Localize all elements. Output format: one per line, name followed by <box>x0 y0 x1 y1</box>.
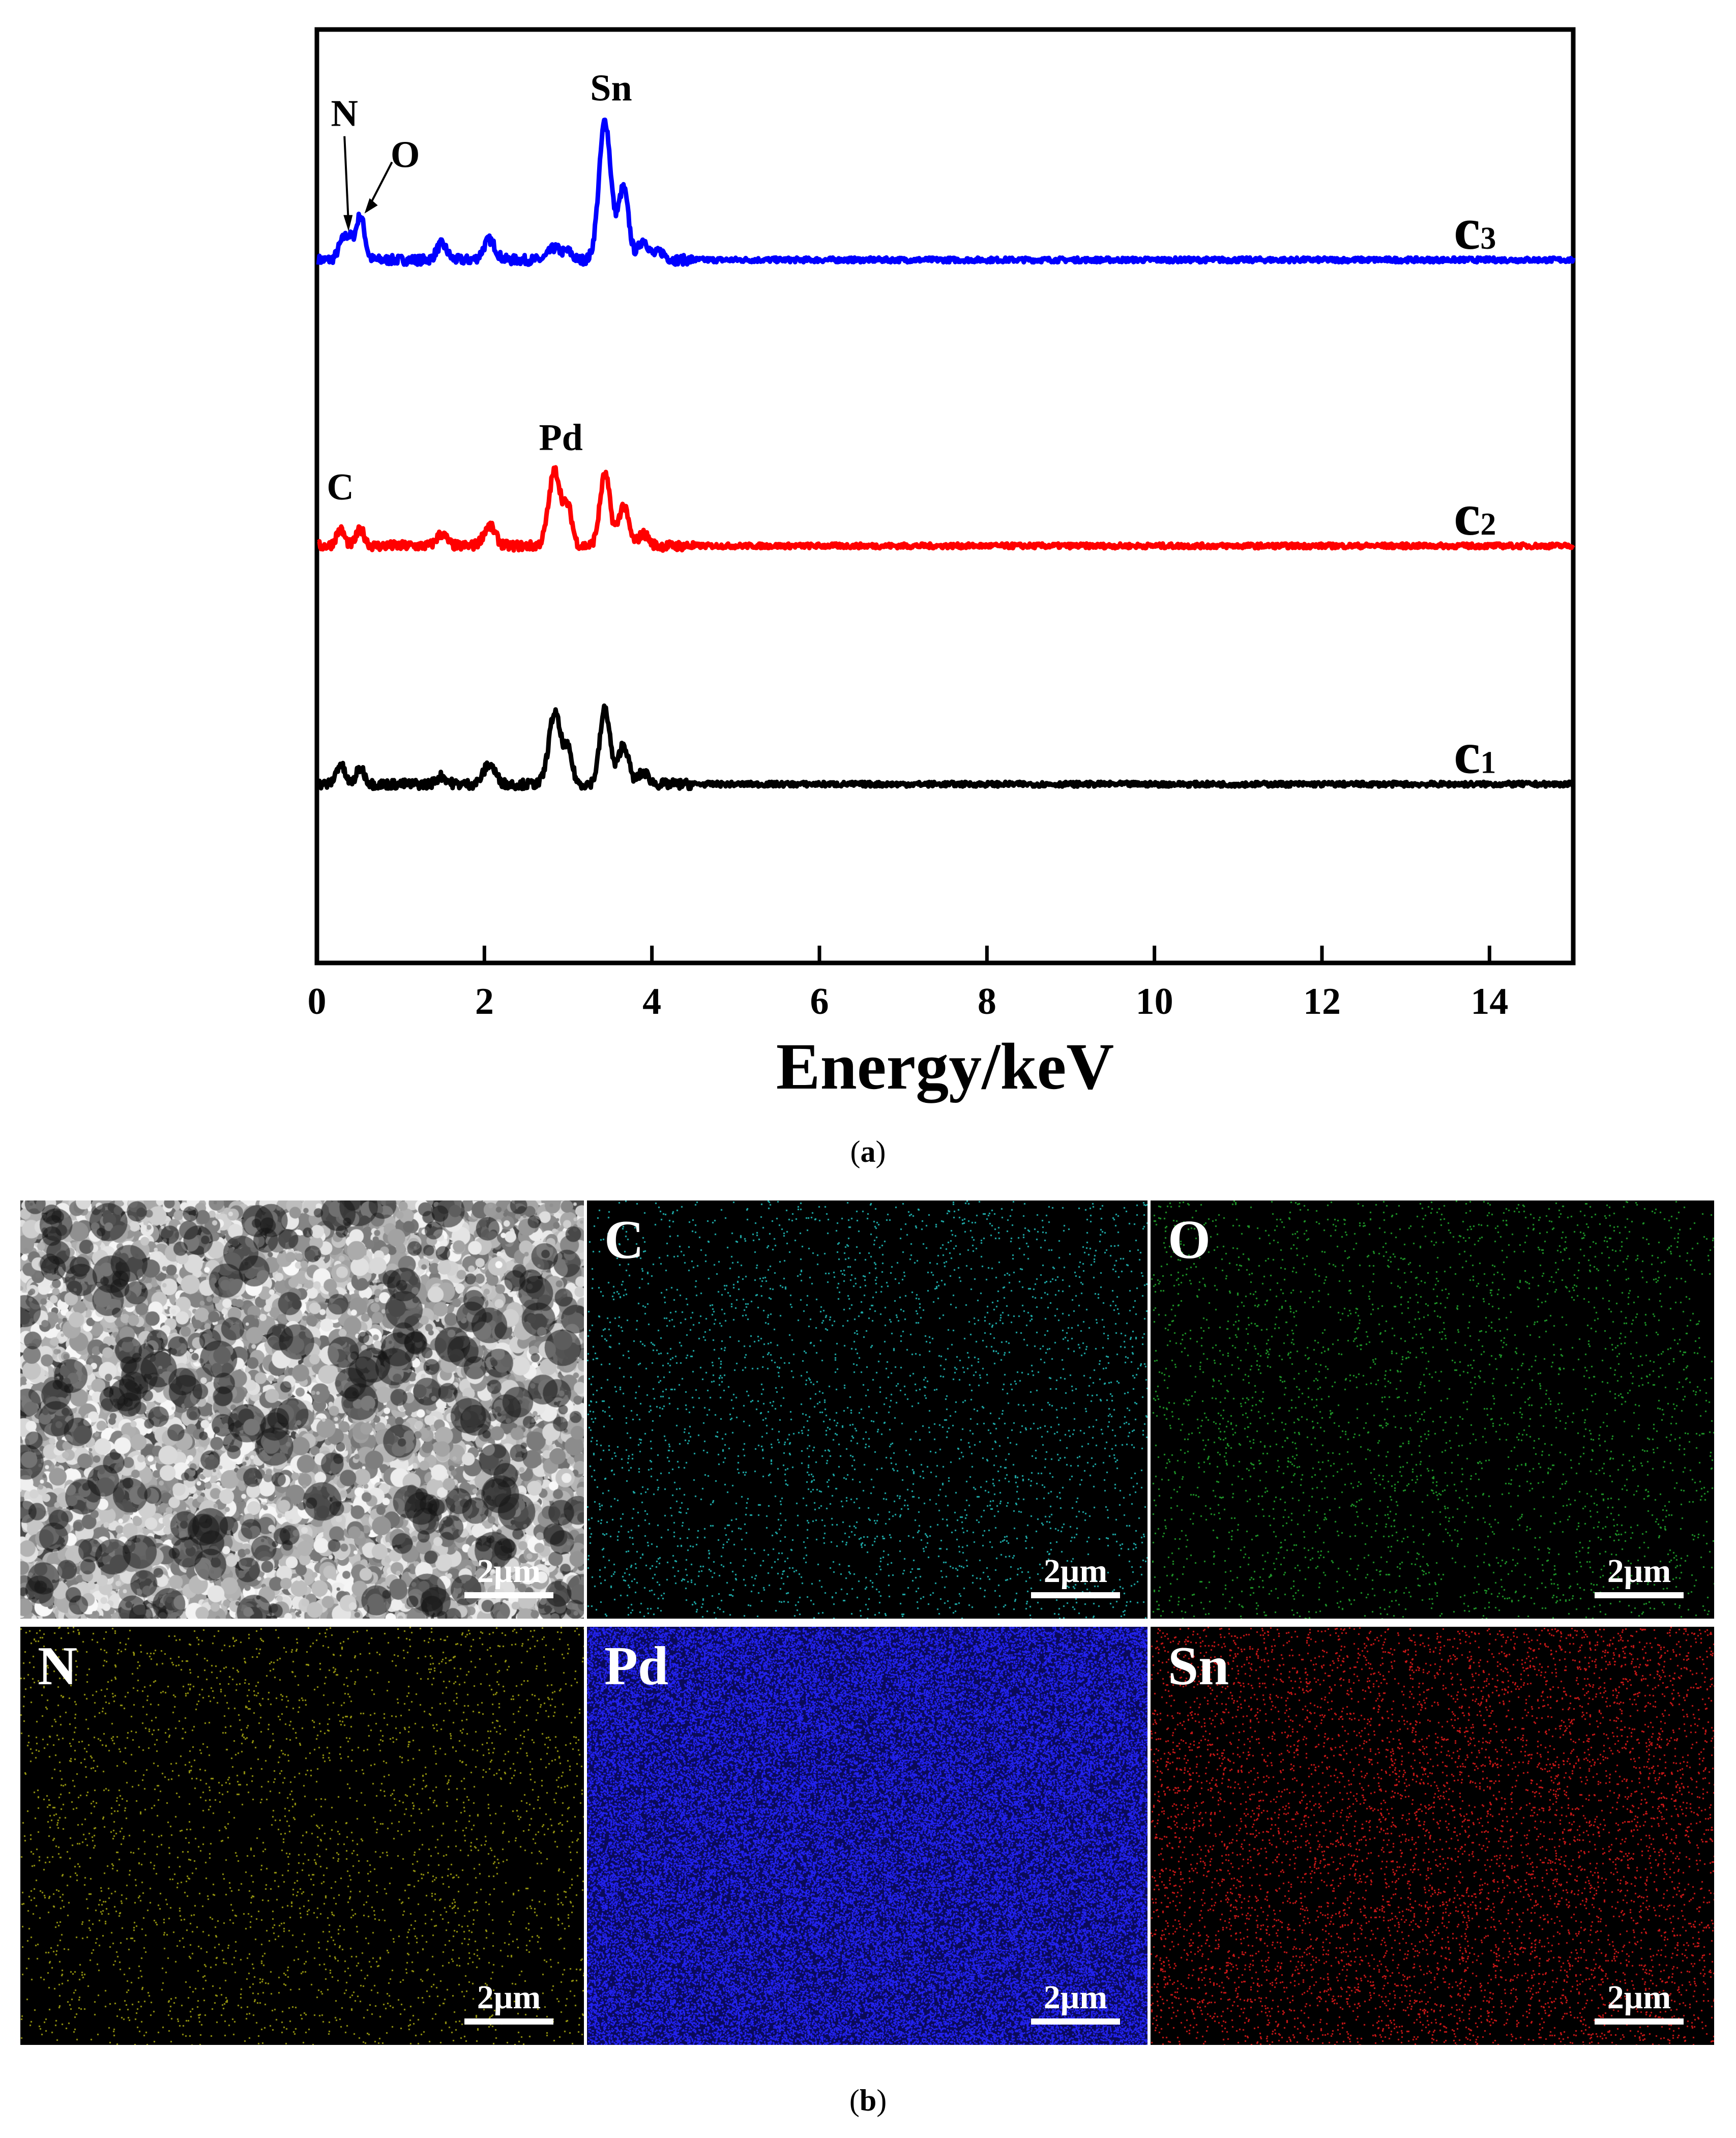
scale-bar-label: 2μm <box>1043 1553 1108 1590</box>
series-c3 <box>316 118 1576 267</box>
element-map-image <box>1151 1200 1714 1619</box>
x-tick-label: 10 <box>1136 981 1173 1022</box>
series-c1 <box>316 703 1576 792</box>
scale-bar-line <box>464 1592 553 1598</box>
plot-frame <box>314 27 1576 965</box>
annotation-arrowhead <box>364 198 378 214</box>
peak-annotations: Sn NO Pd C <box>327 67 632 508</box>
scale-bar: 2μm <box>464 1555 553 1598</box>
element-label: N <box>38 1636 77 1696</box>
annotation-o: O <box>391 134 420 176</box>
scale-bar-line <box>1595 2018 1684 2025</box>
caption-b: (b) <box>849 2084 887 2117</box>
scale-bar: 2μm <box>1595 1981 1684 2025</box>
mapping-panel-sn: Sn 2μm <box>1147 1624 1714 2045</box>
scale-bar: 2μm <box>464 1981 553 2025</box>
x-tick-label: 12 <box>1303 981 1341 1022</box>
scale-bar-label: 2μm <box>477 1553 541 1590</box>
caption-a: (a) <box>850 1135 886 1168</box>
x-axis-ticks: 0 2 4 6 8 10 12 14 <box>308 946 1508 1022</box>
scale-bar: 2μm <box>1031 1981 1120 2025</box>
x-tick-label: 14 <box>1470 981 1508 1022</box>
sem-image <box>20 1200 584 1619</box>
mapping-panel-o: O 2μm <box>1147 1200 1714 1619</box>
annotation-pd: Pd <box>539 417 582 458</box>
series-label-c2: c2 <box>1454 481 1496 548</box>
mapping-panel-n: N 2μm <box>20 1624 584 2045</box>
x-axis-title: Energy/keV <box>776 1030 1114 1103</box>
element-label: Sn <box>1168 1636 1229 1696</box>
element-map-image <box>1151 1627 1714 2045</box>
x-tick-label: 0 <box>308 981 327 1022</box>
annotation-arrowhead <box>343 215 353 231</box>
element-map-image <box>20 1627 584 2045</box>
x-tick-label: 2 <box>475 981 494 1022</box>
spectrum-series <box>316 118 1576 792</box>
scale-bar-label: 2μm <box>1607 1979 1671 2016</box>
annotation-sn: Sn <box>590 67 632 109</box>
scale-bar-label: 2μm <box>477 1979 541 2016</box>
element-map-image <box>587 1627 1151 2045</box>
element-label: C <box>604 1210 644 1270</box>
element-label: O <box>1168 1210 1211 1270</box>
mapping-panel-c: C 2μm <box>584 1200 1151 1619</box>
scale-bar-line <box>1595 1592 1684 1598</box>
scale-bar-line <box>464 2018 553 2025</box>
scale-bar-line <box>1031 2018 1120 2025</box>
series-label-c3: c3 <box>1454 195 1496 262</box>
element-label: Pd <box>604 1636 669 1696</box>
mapping-panel-sem: 2μm <box>20 1200 584 1619</box>
mapping-panel-pd: Pd 2μm <box>584 1624 1151 2045</box>
scale-bar: 2μm <box>1595 1555 1684 1598</box>
element-map-image <box>587 1200 1151 1619</box>
scale-bar-line <box>1031 1592 1120 1598</box>
x-tick-label: 8 <box>978 981 996 1022</box>
x-tick-label: 4 <box>642 981 661 1022</box>
series-c2 <box>317 465 1575 553</box>
scale-bar: 2μm <box>1031 1555 1120 1598</box>
x-tick-label: 6 <box>810 981 829 1022</box>
scale-bar-label: 2μm <box>1043 1979 1108 2016</box>
scale-bar-label: 2μm <box>1607 1553 1671 1590</box>
series-label-c1: c1 <box>1454 720 1496 786</box>
eds-spectrum-chart: 0 2 4 6 8 10 12 14 c3 c2 c1 Sn NO Pd C Energy/keV <box>308 27 1576 1103</box>
series-labels: c3 c2 c1 <box>1454 195 1496 786</box>
annotation-n: N <box>331 93 358 135</box>
annotation-arrow <box>343 136 350 225</box>
annotation-c: C <box>327 466 354 508</box>
